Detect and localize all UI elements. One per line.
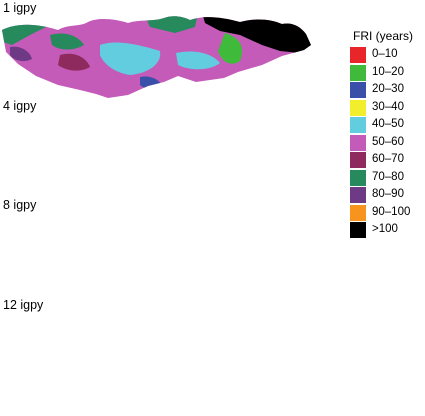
panel-label-4-igpy: 4 igpy [3, 99, 37, 113]
legend-label: 70–80 [372, 170, 404, 183]
legend-swatch [350, 99, 366, 116]
legend-swatch [350, 152, 366, 168]
legend-item: 0–10 [350, 47, 425, 65]
panel-label-1-igpy: 1 igpy [3, 1, 37, 15]
panel-label-8-igpy: 8 igpy [3, 198, 37, 212]
legend-swatch [350, 169, 366, 186]
legend-label: 60–70 [372, 153, 404, 165]
legend-swatch [350, 134, 366, 151]
map-panel-1-igpy [2, 16, 311, 98]
legend-item: 80–90 [350, 187, 425, 205]
legend-item: >100 [350, 222, 425, 240]
legend-item: 90–100 [350, 204, 425, 223]
legend-item: 60–70 [350, 152, 425, 170]
legend-swatch [350, 187, 366, 203]
legend-items: 0–10 10–20 20–30 30–40 40–50 50–60 60–70 70–80 8… [350, 47, 425, 240]
legend-item: 50–60 [350, 134, 425, 153]
legend-swatch [350, 64, 366, 81]
legend-swatch [350, 82, 366, 98]
legend-item: 30–40 [350, 99, 425, 118]
legend-item: 70–80 [350, 169, 425, 188]
legend-label: 30–40 [372, 100, 404, 113]
legend-swatch [350, 222, 366, 238]
legend-item: 20–30 [350, 82, 425, 100]
map-panel-4-igpy [0, 103, 320, 203]
legend-label: 0–10 [372, 48, 398, 60]
legend-item: 10–20 [350, 64, 425, 83]
legend-swatch [350, 117, 366, 133]
legend-label: 50–60 [372, 135, 404, 148]
legend-swatch [350, 204, 366, 221]
map-panel-12-igpy [0, 302, 320, 402]
legend-label: 90–100 [372, 205, 411, 218]
legend-title: FRI (years) [353, 29, 413, 43]
legend-label: 20–30 [372, 83, 404, 95]
map-panel-8-igpy [0, 202, 320, 302]
panel-label-12-igpy: 12 igpy [3, 298, 44, 312]
legend-label: 80–90 [372, 188, 404, 200]
legend-label: 10–20 [372, 65, 404, 78]
legend-label: 40–50 [372, 118, 404, 130]
legend-label: >100 [372, 223, 398, 235]
legend-item: 40–50 [350, 117, 425, 135]
map-panels [0, 16, 320, 402]
legend-swatch [350, 47, 366, 63]
